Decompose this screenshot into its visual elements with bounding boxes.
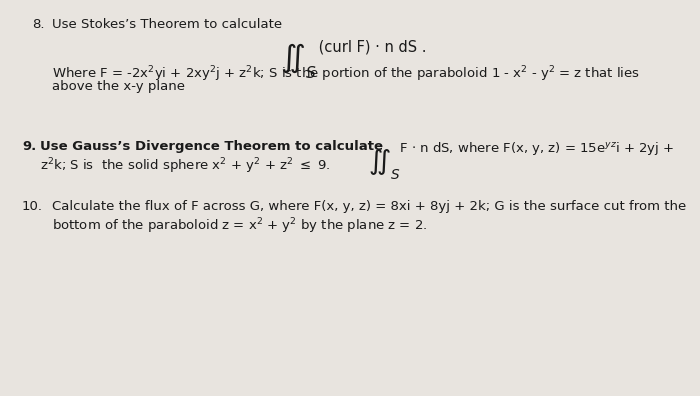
Text: 10.: 10. bbox=[22, 200, 43, 213]
Text: (curl F) · n dS .: (curl F) · n dS . bbox=[314, 40, 426, 55]
Text: $\iint_S$: $\iint_S$ bbox=[280, 41, 316, 81]
Text: 8.: 8. bbox=[32, 18, 45, 31]
Text: Calculate the flux of F across G, where F(x, y, z) = 8xi + 8yj + 2k; G is the su: Calculate the flux of F across G, where … bbox=[52, 200, 686, 213]
Text: bottom of the paraboloid z = x$^2$ + y$^2$ by the plane z = 2.: bottom of the paraboloid z = x$^2$ + y$^… bbox=[52, 216, 428, 236]
Text: z$^2$k; S is  the solid sphere x$^2$ + y$^2$ + z$^2$ $\leq$ 9.: z$^2$k; S is the solid sphere x$^2$ + y$… bbox=[40, 156, 330, 175]
Text: 9.: 9. bbox=[22, 140, 36, 153]
Text: $\int\!\!\int_S$: $\int\!\!\int_S$ bbox=[368, 148, 400, 183]
Text: Use Gauss’s Divergence Theorem to calculate: Use Gauss’s Divergence Theorem to calcul… bbox=[40, 140, 383, 153]
Text: above the x-y plane: above the x-y plane bbox=[52, 80, 185, 93]
Text: Use Stokes’s Theorem to calculate: Use Stokes’s Theorem to calculate bbox=[52, 18, 282, 31]
Text: Where F = -2x$^2$yi + 2xy$^2$j + z$^2$k; S is the portion of the paraboloid 1 - : Where F = -2x$^2$yi + 2xy$^2$j + z$^2$k;… bbox=[52, 64, 640, 84]
Text: F $\cdot$ n dS, where F(x, y, z) = 15e$^{yz}$i + 2yj +: F $\cdot$ n dS, where F(x, y, z) = 15e$^… bbox=[395, 140, 674, 157]
